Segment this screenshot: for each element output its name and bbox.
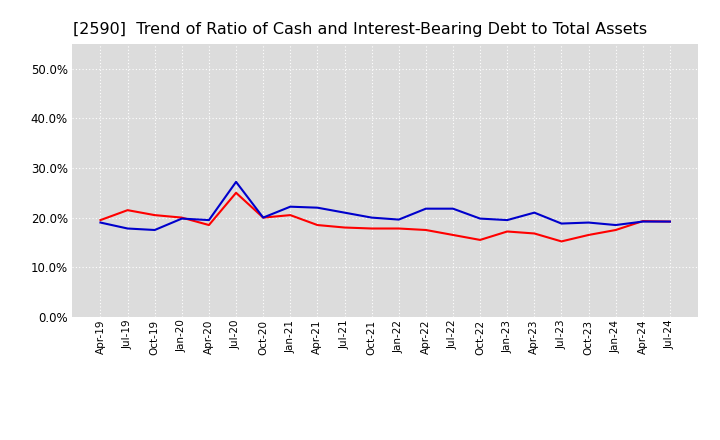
Interest-Bearing Debt [286, 204, 294, 209]
Cash [530, 231, 539, 236]
Interest-Bearing Debt [611, 222, 620, 227]
Interest-Bearing Debt [530, 210, 539, 215]
Cash [150, 213, 159, 218]
Line: Cash: Cash [101, 193, 670, 242]
Cash [611, 227, 620, 233]
Interest-Bearing Debt [639, 219, 647, 224]
Interest-Bearing Debt [178, 216, 186, 221]
Cash [232, 190, 240, 195]
Interest-Bearing Debt [449, 206, 457, 211]
Interest-Bearing Debt [557, 221, 566, 226]
Cash [395, 226, 403, 231]
Cash [259, 215, 268, 220]
Cash [178, 215, 186, 220]
Cash [204, 222, 213, 227]
Interest-Bearing Debt [232, 179, 240, 184]
Interest-Bearing Debt [584, 220, 593, 225]
Cash [557, 239, 566, 244]
Cash [449, 232, 457, 238]
Interest-Bearing Debt [123, 226, 132, 231]
Cash [639, 218, 647, 224]
Interest-Bearing Debt [204, 217, 213, 223]
Cash [503, 229, 511, 234]
Cash [584, 232, 593, 238]
Interest-Bearing Debt [503, 217, 511, 223]
Cash [421, 227, 430, 233]
Interest-Bearing Debt [395, 217, 403, 222]
Cash [123, 208, 132, 213]
Cash [96, 217, 105, 223]
Interest-Bearing Debt [665, 219, 674, 224]
Line: Interest-Bearing Debt: Interest-Bearing Debt [101, 182, 670, 230]
Cash [313, 222, 322, 227]
Interest-Bearing Debt [367, 215, 376, 220]
Cash [367, 226, 376, 231]
Interest-Bearing Debt [421, 206, 430, 211]
Cash [665, 219, 674, 224]
Interest-Bearing Debt [259, 215, 268, 220]
Interest-Bearing Debt [313, 205, 322, 210]
Text: [2590]  Trend of Ratio of Cash and Interest-Bearing Debt to Total Assets: [2590] Trend of Ratio of Cash and Intere… [73, 22, 647, 37]
Interest-Bearing Debt [341, 210, 349, 215]
Cash [286, 213, 294, 218]
Interest-Bearing Debt [476, 216, 485, 221]
Interest-Bearing Debt [96, 220, 105, 225]
Cash [341, 225, 349, 230]
Cash [476, 237, 485, 242]
Interest-Bearing Debt [150, 227, 159, 233]
